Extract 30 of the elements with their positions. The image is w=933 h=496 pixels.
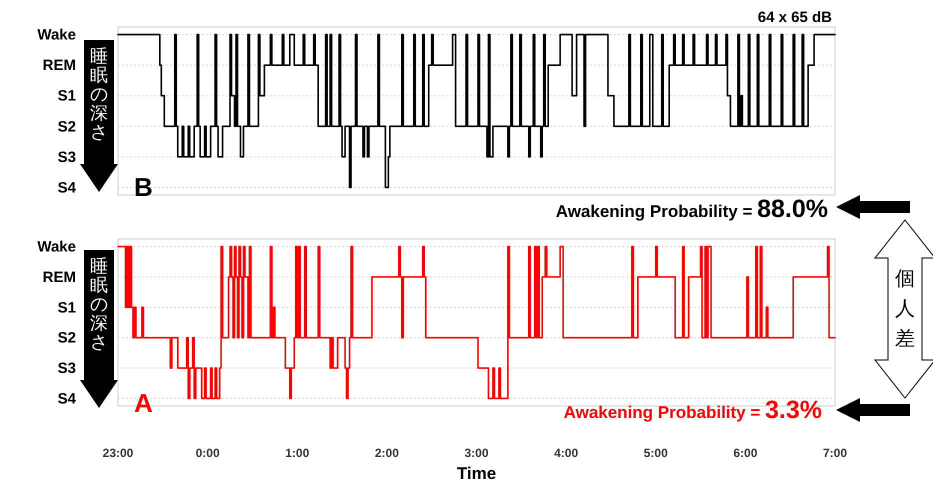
text: S4 (58, 390, 77, 408)
x-tick-label: 5:00 (644, 446, 668, 460)
text: 64 x 65 dB (758, 9, 832, 26)
text: S4 (58, 179, 77, 196)
annotation: Awakening Probability = 3.3% (564, 396, 822, 424)
text: S1 (58, 88, 76, 105)
x-tick-label: 23:00 (102, 446, 134, 460)
text: Awakening Probability = 88.0% (556, 195, 828, 223)
x-axis-title: Time (456, 464, 496, 483)
annotation: B (134, 172, 153, 202)
text: Wake (37, 26, 76, 44)
x-tick-label: 0:00 (196, 446, 220, 460)
text: S2 (58, 118, 76, 136)
text: 個人差 (895, 268, 915, 350)
text: S3 (58, 148, 76, 166)
text: S1 (58, 299, 76, 316)
text: REM (42, 57, 76, 74)
annotation: A (134, 388, 153, 418)
x-tick-label: 3:00 (464, 446, 489, 460)
x-tick-label: 4:00 (554, 446, 578, 460)
text: Wake (37, 238, 76, 256)
text: S2 (58, 330, 76, 347)
x-tick-label: 6:00 (733, 446, 758, 460)
x-tick-label: 2:00 (374, 446, 400, 460)
x-tick-label: 7:00 (822, 446, 848, 460)
text: 睡眠の深さ (90, 46, 108, 142)
text: REM (42, 268, 76, 286)
text: 睡眠の深さ (90, 256, 108, 352)
x-tick-label: 1:00 (285, 446, 310, 460)
text: S3 (58, 360, 76, 378)
